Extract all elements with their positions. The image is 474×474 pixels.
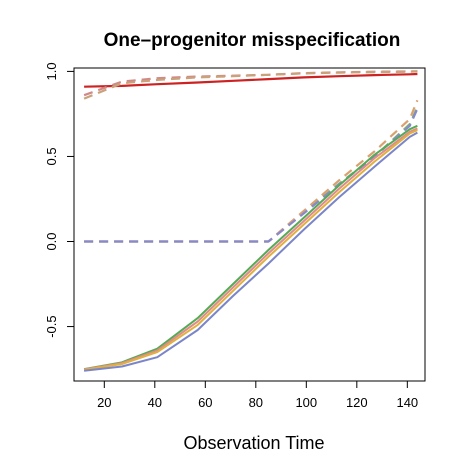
series-line-5 <box>84 99 419 243</box>
series-line-1 <box>84 72 418 88</box>
y-tick-label: 0.5 <box>44 147 59 165</box>
x-tick-label: 120 <box>346 395 368 410</box>
series-line-6 <box>84 108 419 243</box>
x-tick-label: 80 <box>249 395 263 410</box>
x-tick-label: 140 <box>396 395 418 410</box>
x-tick-label: 20 <box>97 395 111 410</box>
x-tick-label: 60 <box>198 395 212 410</box>
series-line-9 <box>83 129 418 371</box>
series-line-10 <box>83 131 418 372</box>
y-axis: -0.5 0.0 0.5 1.0 <box>44 62 74 338</box>
y-tick-label: 1.0 <box>44 62 59 80</box>
series-line-8 <box>83 127 418 371</box>
series-line-3 <box>83 70 418 100</box>
y-tick-label: -0.5 <box>44 315 59 337</box>
plot-frame <box>73 67 426 382</box>
series-layer <box>83 70 419 372</box>
chart-title: One–progenitor misspecification <box>104 30 401 51</box>
y-tick-label: 0.0 <box>44 232 59 250</box>
x-axis-label: Observation Time <box>183 433 324 453</box>
x-tick-label: 100 <box>295 395 317 410</box>
x-axis: 20 40 60 80 100 120 140 <box>97 381 418 410</box>
series-line-7 <box>83 124 418 371</box>
x-tick-label: 40 <box>148 395 162 410</box>
series-line-4 <box>84 106 419 243</box>
